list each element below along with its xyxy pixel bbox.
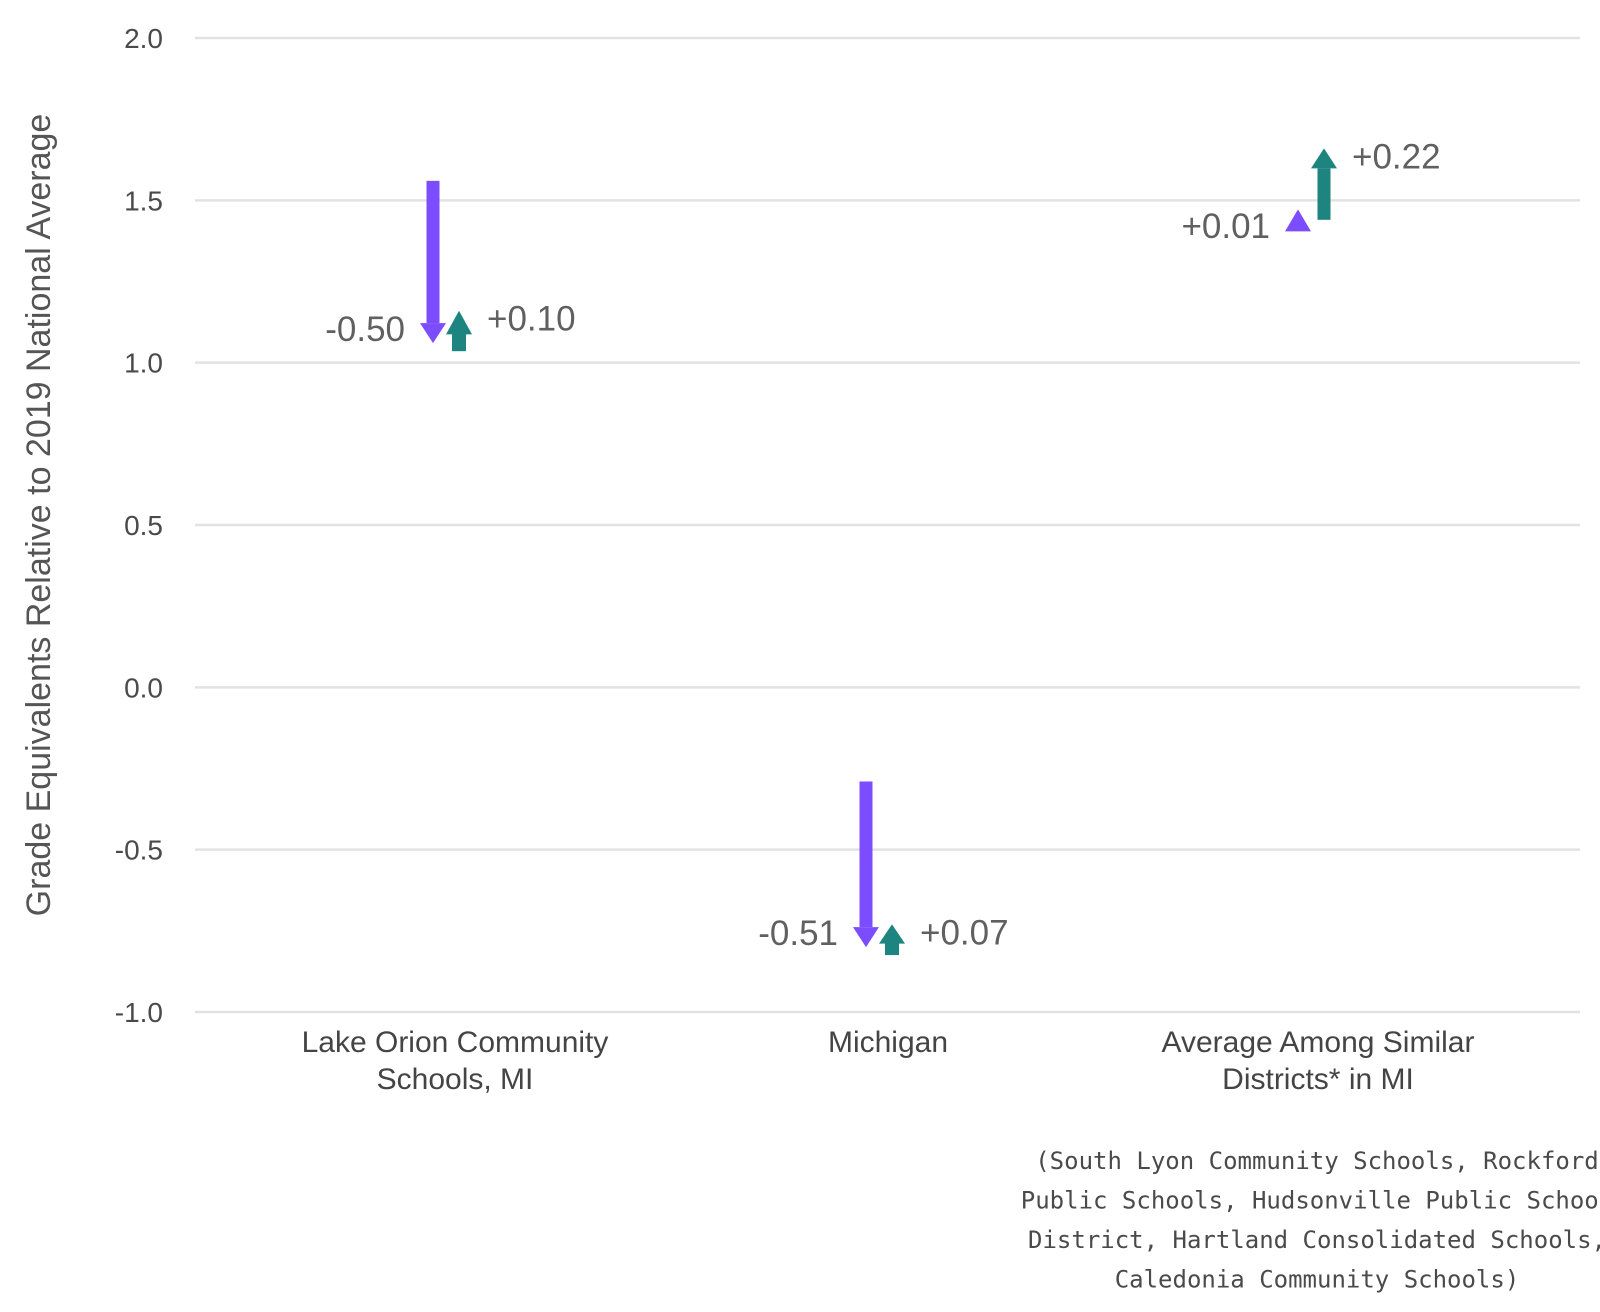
decline-arrow [1285, 209, 1311, 232]
decline-value-label: -0.50 [325, 310, 405, 349]
decline-arrow-shaft [859, 781, 873, 928]
recovery-arrow-shaft [452, 333, 466, 352]
recovery-arrow-shaft [1317, 168, 1331, 220]
x-category-label: Schools, MI [377, 1063, 534, 1096]
recovery-arrow-shaft [885, 942, 899, 956]
y-tick-label: 1.5 [124, 185, 163, 216]
y-axis-ticks: 2.0 1.5 1.0 0.5 0.0 -0.5 -1.0 [115, 23, 163, 1028]
recovery-arrow-head [879, 924, 905, 944]
decline-arrow-shaft [426, 180, 440, 324]
category-note: Public Schools, Hudsonville Public Schoo… [1021, 1187, 1600, 1215]
category-group: -0.50 +0.10 [325, 180, 576, 352]
y-tick-label: 1.0 [124, 348, 163, 379]
recovery-value-label: +0.07 [920, 913, 1009, 952]
x-category-label: Lake Orion Community [302, 1026, 609, 1059]
x-category-label: Average Among Similar [1162, 1026, 1475, 1059]
category-note: Caledonia Community Schools) [1115, 1266, 1520, 1294]
recovery-arrow [1311, 148, 1337, 220]
y-tick-label: -0.5 [115, 835, 163, 866]
category-group: +0.01 +0.22 [1181, 137, 1440, 245]
x-category-label: Michigan [828, 1026, 948, 1059]
recovery-value-label: +0.22 [1352, 137, 1441, 176]
category-labels: Lake Orion Community Schools, MI Michigan A… [302, 1026, 1600, 1294]
category-note: District, Hartland Consolidated Schools, [1028, 1226, 1600, 1254]
decline-value-label: +0.01 [1181, 207, 1270, 246]
recovery-arrow-head [446, 310, 472, 335]
x-category-label: Districts* in MI [1222, 1063, 1414, 1096]
decline-arrow-head [853, 927, 879, 948]
y-tick-label: 0.5 [124, 510, 163, 541]
recovery-value-label: +0.10 [487, 300, 576, 339]
arrow-marks: -0.50 +0.10 -0.51 +0.07 +0.01 +0.22 [325, 137, 1441, 956]
y-tick-label: 0.0 [124, 672, 163, 703]
y-tick-label: 2.0 [124, 23, 163, 54]
y-tick-label: -1.0 [115, 997, 163, 1028]
y-axis-label: Grade Equivalents Relative to 2019 Natio… [20, 114, 58, 917]
decline-arrow-head [420, 323, 446, 344]
category-group: -0.51 +0.07 [758, 781, 1009, 956]
decline-value-label: -0.51 [758, 914, 838, 953]
recovery-arrow-head [1311, 148, 1337, 169]
decline-arrow [420, 180, 446, 344]
gridlines [195, 36, 1580, 1014]
category-note: (South Lyon Community Schools, Rockford [1035, 1147, 1599, 1175]
decline-arrow [853, 781, 879, 948]
